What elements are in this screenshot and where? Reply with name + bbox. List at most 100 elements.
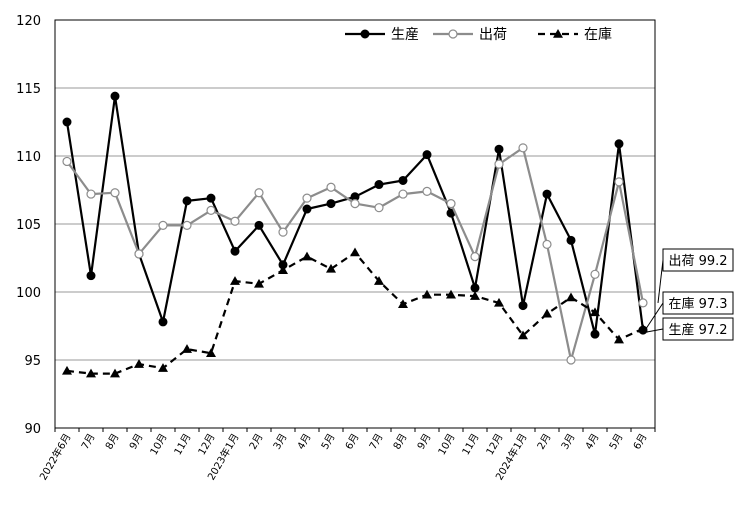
annotation-box: 生産 97.2	[645, 317, 734, 341]
x-tick-label: 3月	[559, 432, 578, 452]
data-point	[182, 196, 192, 206]
data-point	[134, 249, 144, 259]
x-tick-label: 4月	[583, 432, 602, 452]
x-tick-label: 8月	[103, 432, 122, 452]
x-tick-label: 2月	[535, 432, 554, 452]
x-tick-label: 8月	[391, 432, 410, 452]
annotation-label: 生産 97.2	[668, 322, 727, 338]
y-tick-label: 115	[16, 82, 41, 97]
y-tick-label: 110	[16, 150, 41, 165]
data-point	[110, 368, 120, 378]
x-tick-label: 4月	[295, 432, 314, 452]
annotation-box: 出荷 99.2	[657, 248, 734, 303]
data-point	[590, 329, 600, 339]
data-point	[62, 117, 72, 127]
data-point	[182, 344, 192, 353]
series-1	[62, 143, 648, 365]
data-point	[590, 307, 600, 317]
data-point	[110, 91, 120, 101]
legend-label: 在庫	[584, 26, 612, 43]
series-line	[65, 95, 645, 336]
data-point	[302, 251, 312, 261]
annotation-frame	[662, 291, 734, 315]
data-point	[86, 271, 96, 281]
plot-frame	[54, 19, 656, 429]
data-point	[553, 29, 563, 38]
annotation-leader	[645, 302, 664, 329]
data-point	[230, 246, 240, 256]
data-point	[350, 247, 360, 257]
data-point	[134, 359, 144, 368]
data-point	[518, 143, 528, 153]
data-point	[470, 252, 480, 262]
x-tick-label: 5月	[607, 432, 626, 452]
x-tick-label: 12月	[484, 432, 506, 458]
x-tick-label: 10月	[436, 432, 458, 458]
data-point	[206, 205, 216, 215]
data-point	[422, 289, 432, 299]
data-point	[230, 276, 240, 285]
data-point	[398, 299, 408, 308]
legend-label: 生産	[391, 27, 419, 43]
data-point	[638, 323, 648, 333]
data-point	[614, 139, 624, 149]
x-tick-label: 10月	[148, 432, 170, 458]
data-point	[254, 220, 264, 230]
legend-item: 生産	[345, 27, 419, 43]
gridlines	[55, 87, 655, 361]
data-point	[302, 193, 312, 203]
data-point	[590, 269, 600, 279]
data-point	[494, 144, 504, 154]
data-point	[302, 204, 312, 214]
annotations: 出荷 99.2 在庫 97.3 生産 97.2	[645, 248, 734, 341]
data-point	[446, 289, 456, 299]
data-point	[62, 156, 72, 167]
y-tick-label: 95	[24, 354, 41, 369]
data-point	[542, 189, 552, 199]
data-point	[614, 334, 624, 344]
data-point	[542, 308, 552, 318]
data-point	[254, 188, 264, 198]
x-tick-label: 9月	[415, 432, 434, 452]
data-point	[470, 283, 480, 293]
data-point	[374, 276, 384, 285]
x-tick-label: 6月	[631, 432, 650, 452]
data-point	[326, 199, 336, 209]
data-point	[566, 292, 576, 302]
data-point	[278, 227, 288, 237]
x-tick-label: 9月	[127, 432, 146, 452]
data-point	[398, 175, 408, 185]
data-point	[350, 199, 360, 209]
legend-item: 出荷	[433, 27, 507, 43]
annotation-frame	[662, 317, 734, 341]
legend-item: 在庫	[538, 26, 612, 43]
data-point	[326, 182, 336, 192]
x-tick-label: 11月	[172, 432, 194, 458]
data-point	[86, 189, 96, 199]
data-point	[614, 177, 624, 187]
data-point	[446, 199, 456, 209]
data-point	[206, 348, 216, 357]
y-tick-label: 105	[16, 218, 41, 233]
data-point	[448, 29, 458, 39]
data-point	[86, 368, 96, 378]
data-point	[158, 317, 168, 327]
x-tick-label: 12月	[196, 432, 218, 458]
legend: 生産 出荷 在庫	[345, 26, 612, 43]
data-point	[206, 193, 216, 203]
data-point	[422, 150, 432, 160]
x-tick-label: 7月	[79, 432, 98, 452]
x-tick-label: 7月	[367, 432, 386, 452]
data-point	[158, 220, 168, 230]
annotation-leader	[645, 328, 664, 333]
annotation-label: 出荷 99.2	[668, 254, 727, 269]
data-point	[360, 29, 370, 39]
data-point	[638, 298, 648, 308]
data-point	[62, 365, 72, 375]
annotation-leader	[657, 259, 664, 303]
x-tick-label: 2022年6月	[36, 431, 73, 482]
annotation-label: 在庫 97.3	[668, 297, 727, 312]
legend-label: 出荷	[479, 27, 507, 43]
data-point	[422, 186, 432, 196]
